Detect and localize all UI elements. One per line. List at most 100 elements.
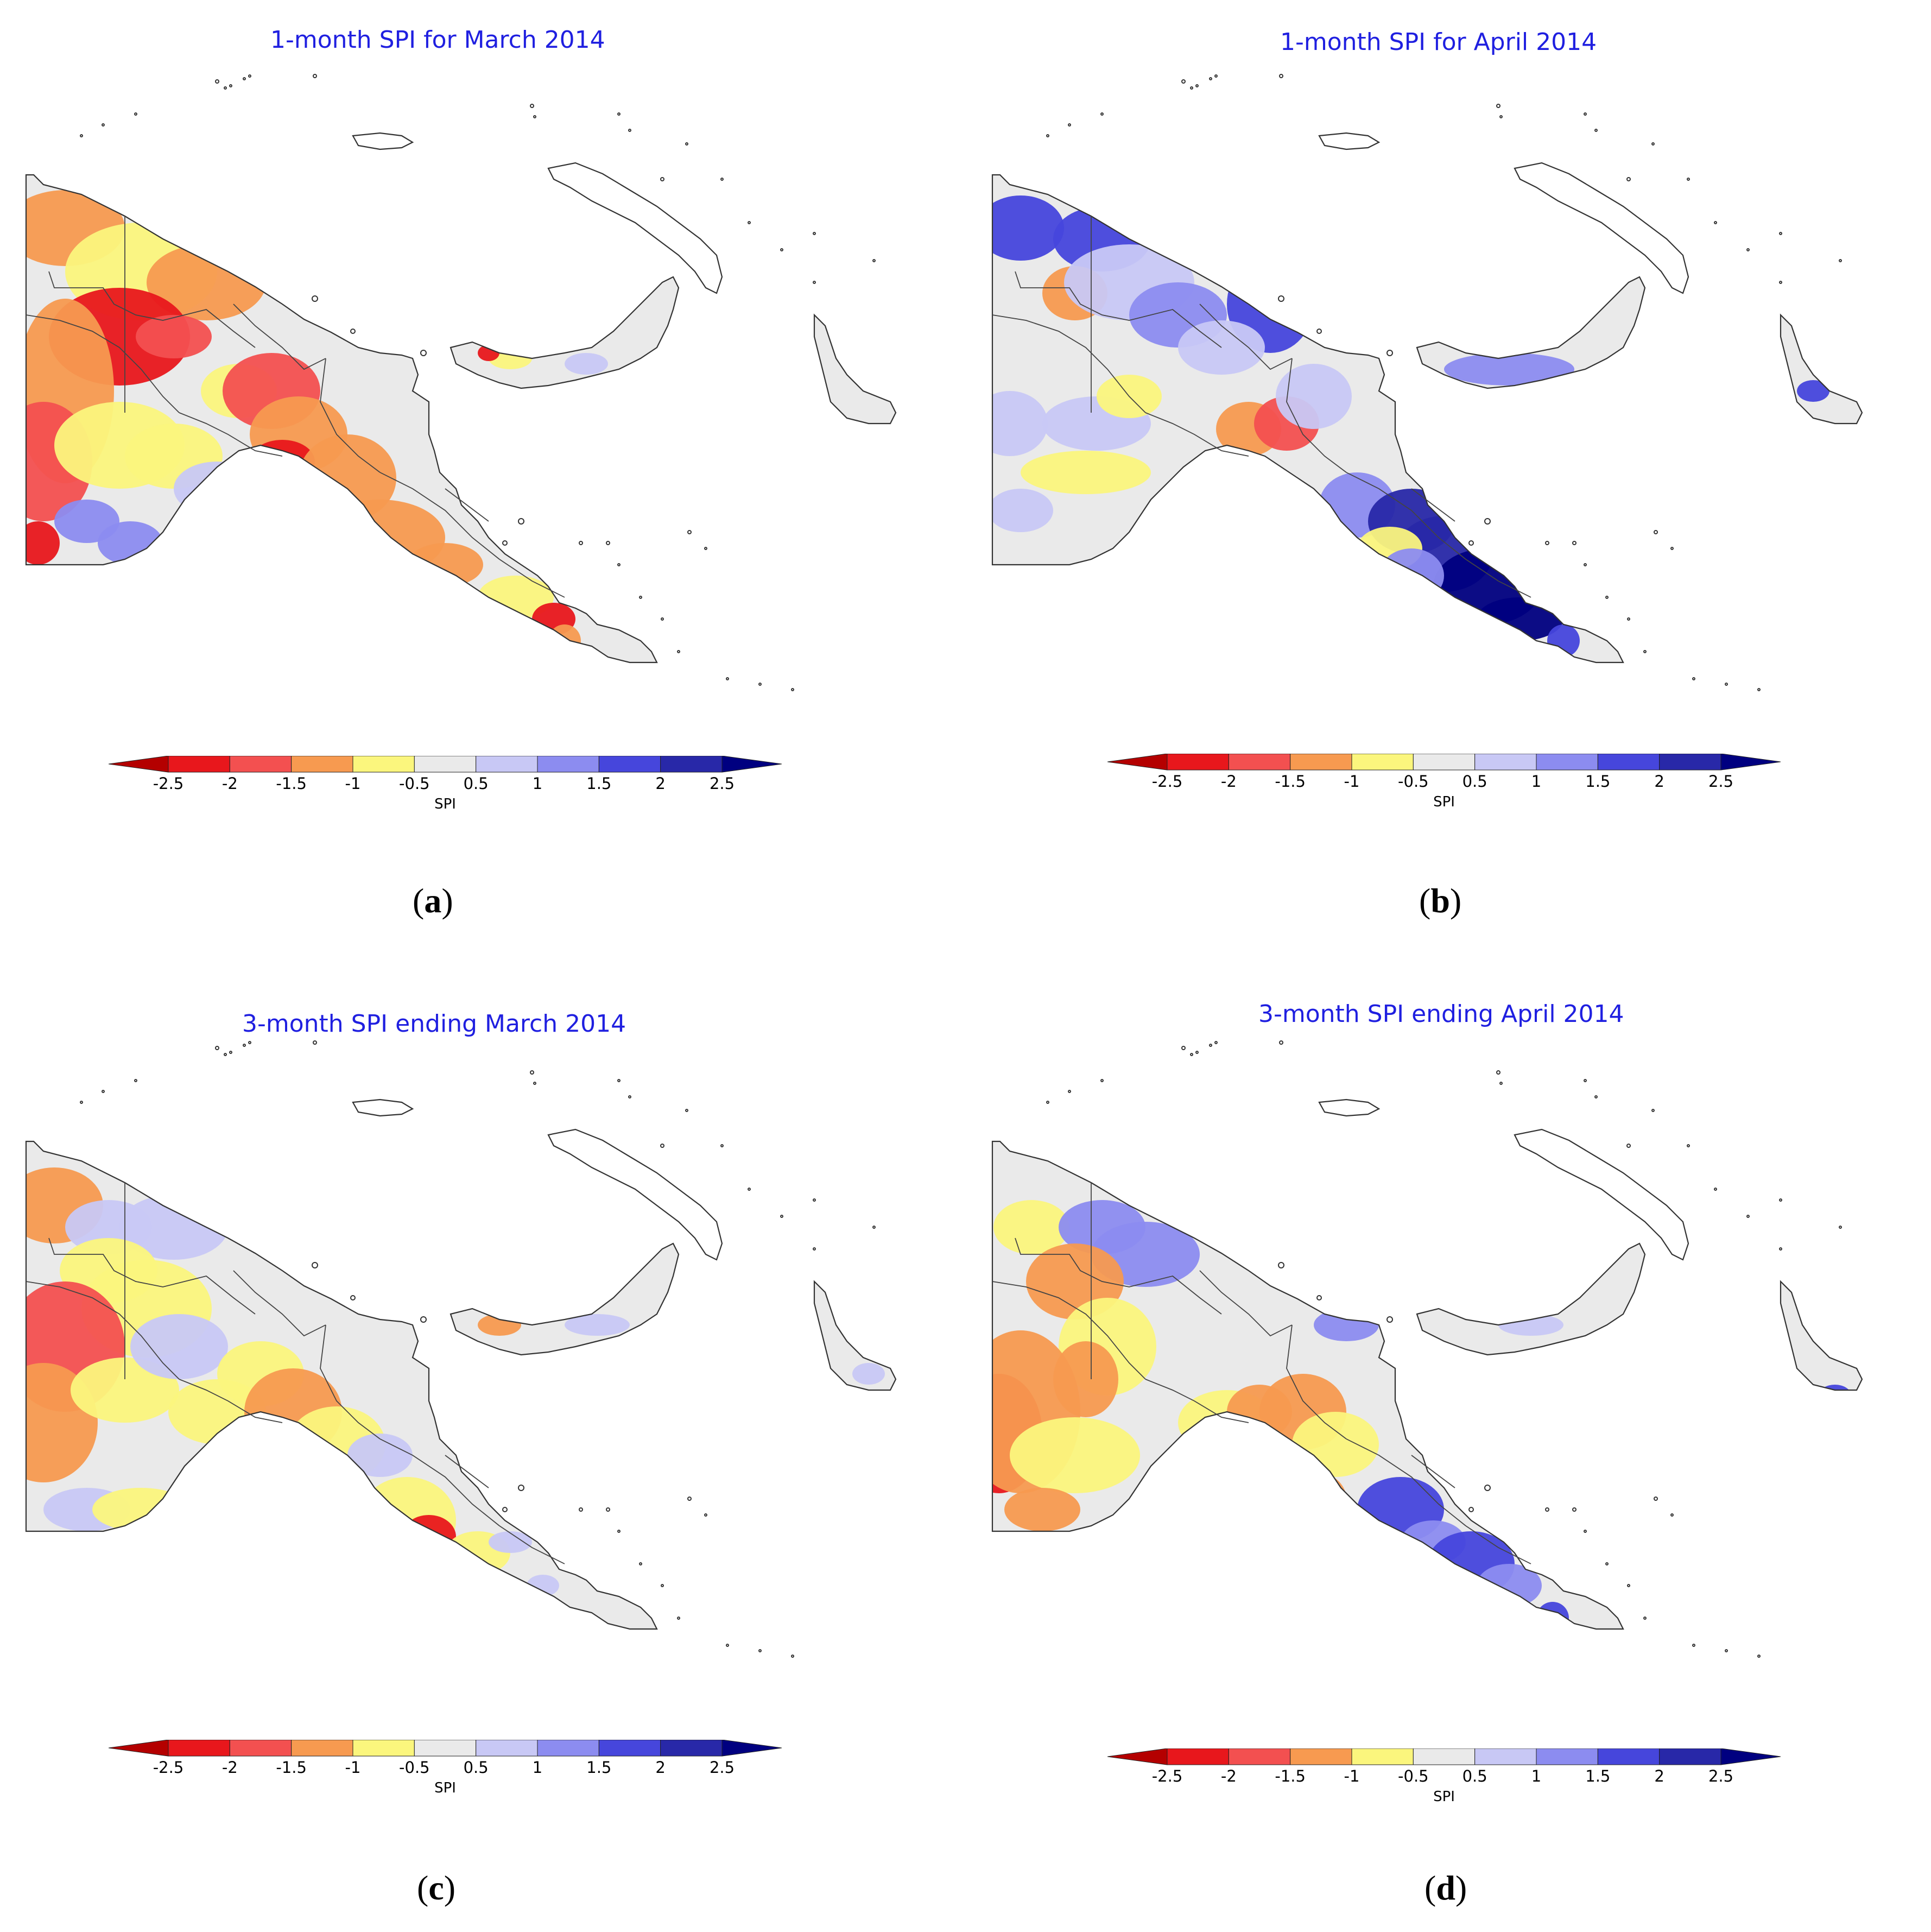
island-outline [420,350,427,356]
island-outline [1779,232,1782,235]
province-border [499,559,565,598]
spi-anomaly-patch [1498,1314,1563,1336]
new-britain-coastline [1416,1242,1646,1356]
panel-title: 1-month SPI for March 2014 [270,26,605,54]
spi-map [991,1040,1863,1658]
panel-b: 1-month SPI for April 2014 -2.5 -2 -1.5 -1-… [966,0,1931,965]
colorbar-tick-label: -1.5 [1275,1767,1306,1785]
new-ireland-coastline [547,1128,723,1261]
island-outline [243,77,246,80]
colorbar-segment [1474,1748,1537,1765]
province-border [320,1324,381,1439]
island-outline [313,74,317,78]
spi-anomaly-patch [125,424,223,489]
island-outline [1279,74,1283,78]
island-outline [350,329,356,334]
spi-anomaly-patch [1021,451,1151,494]
island-outline [502,540,508,546]
island-outline [518,1485,524,1491]
spi-map [25,74,897,691]
island-outline [758,1649,762,1652]
spi-anomaly-patch [1292,1412,1379,1477]
island-outline [1605,596,1609,599]
colorbar-segment [1228,1748,1291,1765]
island-outline [1725,683,1728,686]
island-outline [791,688,794,691]
manus-coastline [352,132,414,150]
island-outline [229,1051,232,1054]
province-border [48,271,256,348]
colorbar-segment [1536,753,1598,771]
island-outline [312,295,318,302]
mainland-coastline [25,1140,658,1630]
spi-anomaly-patch [1379,548,1444,603]
colorbar-segment [660,755,723,773]
island-outline [606,541,610,545]
colorbar-segment [1597,1748,1660,1765]
colorbar-tick-label: -0.5 [399,774,430,793]
new-britain-coastline [1416,276,1646,389]
island-outline [720,1144,724,1147]
island-outline [1839,1226,1842,1229]
province-border [320,358,381,473]
colorbar-tick-label: -1 [345,774,361,793]
island-outline [215,79,219,84]
colorbar-tick-label: -2.5 [1151,1767,1183,1785]
island-outline [1605,1562,1609,1565]
island-outline [1746,1215,1750,1218]
spi-anomaly-patch [130,1314,228,1379]
island-outline [1068,1090,1071,1093]
province-border [1199,304,1293,370]
island-outline [1278,1262,1284,1268]
island-outline [726,1644,729,1647]
island-outline [1714,221,1717,224]
province-border [48,1238,256,1315]
colorbar-segment [352,755,415,773]
island-outline [617,1079,621,1082]
colorbar-tick-label: -2 [1220,772,1237,791]
island-outline [617,563,621,566]
province-border [992,1281,1146,1380]
spi-anomaly-patch [71,1358,179,1423]
island-outline [350,1295,356,1300]
island-outline [1484,518,1491,525]
mainland-coastline [25,174,658,664]
colorbar-segment [1413,1748,1476,1765]
colorbar-extend-high [1720,753,1781,771]
island-outline [1279,1040,1283,1045]
island-outline [639,596,642,599]
island-outline [1687,178,1690,181]
island-outline [1670,547,1674,550]
colorbar-tick-label: 2 [1654,1767,1664,1785]
island-outline [1209,77,1212,80]
island-outline [1627,617,1630,621]
colorbar-extend-low [108,755,169,773]
colorbar-segment [1290,1748,1352,1765]
colorbar-extend-high [1720,1748,1781,1765]
island-outline [1068,123,1071,127]
colorbar-segment [168,755,230,773]
island-outline [1484,1485,1491,1491]
island-outline [720,178,724,181]
colorbar-tick-label: -0.5 [1398,772,1429,791]
island-outline [1214,74,1218,78]
spi-anomaly-patch [174,462,261,516]
colorbar-segment [1351,753,1414,771]
spi-anomaly-patch [1363,1537,1417,1591]
panel-letter: (a) [413,881,453,920]
island-outline [660,177,664,181]
colorbar-tick-label: 1 [532,774,543,793]
island-outline [687,530,692,534]
new-britain-coastline [449,1242,680,1356]
island-outline [628,1095,631,1098]
colorbar-tick-label: 1.5 [586,774,612,793]
island-outline [758,683,762,686]
colorbar-segment [1167,1748,1229,1765]
colorbar-segment [1536,1748,1598,1765]
island-outline [530,104,534,108]
colorbar-extend-low [1107,753,1168,771]
colorbar-label: SPI [434,796,456,812]
colorbar-segment [598,1739,661,1757]
island-outline [1584,1530,1587,1533]
spi-anomaly-patch [1797,380,1829,402]
